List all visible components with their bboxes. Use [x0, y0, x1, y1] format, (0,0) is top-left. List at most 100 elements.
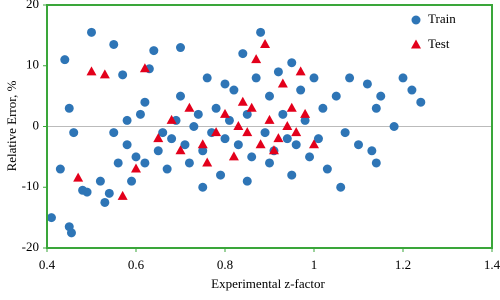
- train-point: [300, 115, 310, 125]
- x-tick-label: 0.6: [128, 257, 145, 272]
- y-tick-label: -20: [22, 239, 39, 254]
- train-point: [66, 228, 76, 238]
- train-point: [220, 79, 230, 89]
- train-point: [336, 182, 346, 192]
- train-point: [180, 140, 190, 150]
- train-point: [242, 176, 252, 186]
- test-point: [228, 151, 239, 161]
- test-point: [73, 172, 84, 182]
- train-point: [313, 134, 323, 144]
- train-point: [265, 91, 274, 101]
- test-point: [255, 139, 266, 149]
- test-point: [233, 121, 244, 130]
- train-point: [220, 134, 230, 144]
- train-point: [149, 46, 159, 56]
- test-point: [117, 190, 128, 200]
- train-point: [287, 58, 297, 68]
- test-point: [411, 39, 421, 49]
- train-point: [113, 158, 123, 168]
- train-point: [131, 152, 141, 162]
- legend-label: Train: [428, 11, 456, 26]
- train-point: [331, 91, 341, 101]
- train-point: [256, 27, 266, 37]
- test-point: [139, 63, 150, 73]
- train-point: [224, 115, 234, 125]
- test-point: [260, 38, 271, 48]
- x-tick-label: 1.2: [395, 257, 411, 272]
- train-point: [109, 128, 119, 138]
- train-point: [371, 103, 381, 113]
- train-point: [305, 152, 315, 162]
- train-point: [122, 140, 132, 150]
- x-axis-label: Experimental z-factor: [211, 276, 325, 291]
- train-point: [55, 164, 65, 174]
- train-point: [100, 197, 110, 207]
- test-point: [237, 96, 248, 106]
- train-point: [371, 158, 381, 168]
- train-point: [46, 213, 56, 223]
- train-point: [198, 146, 208, 156]
- test-point: [300, 108, 311, 118]
- train-point: [251, 73, 261, 83]
- train-point: [153, 146, 163, 156]
- train-point: [176, 43, 185, 53]
- train-point: [265, 158, 274, 168]
- train-point: [260, 128, 270, 138]
- train-point: [282, 134, 292, 144]
- train-point: [242, 109, 252, 119]
- y-tick-label: 10: [26, 57, 39, 72]
- train-point: [118, 70, 128, 80]
- test-point: [166, 114, 177, 124]
- train-point: [376, 91, 386, 101]
- x-tick-label: 0.8: [217, 257, 233, 272]
- train-point: [247, 152, 257, 162]
- test-point: [277, 78, 288, 88]
- test-point: [99, 69, 110, 79]
- test-point: [153, 133, 164, 143]
- y-tick-label: -10: [22, 178, 39, 193]
- test-point: [175, 145, 186, 155]
- test-point: [131, 163, 141, 173]
- test-point: [86, 66, 97, 76]
- train-point: [416, 97, 426, 107]
- x-tick-label: 0.4: [39, 257, 56, 272]
- train-point: [345, 73, 355, 83]
- test-point: [282, 121, 293, 130]
- train-point: [296, 85, 306, 95]
- train-point: [60, 55, 70, 65]
- train-point: [229, 85, 239, 95]
- train-point: [87, 27, 96, 37]
- test-point: [184, 102, 195, 112]
- train-point: [82, 187, 92, 197]
- train-point: [367, 146, 377, 156]
- test-point: [273, 133, 284, 143]
- test-point: [268, 145, 279, 155]
- train-point: [158, 128, 168, 138]
- train-point: [189, 122, 199, 131]
- train-point: [167, 134, 177, 144]
- y-tick-label: 20: [26, 0, 39, 11]
- test-point: [242, 127, 253, 137]
- train-point: [135, 109, 145, 119]
- test-point: [246, 102, 257, 112]
- train-point: [193, 109, 203, 119]
- train-point: [162, 164, 172, 174]
- train-point: [122, 115, 132, 125]
- train-point: [287, 170, 297, 180]
- test-point: [251, 54, 262, 64]
- y-axis-label: Relative Error, %: [4, 80, 19, 171]
- train-point: [64, 103, 74, 113]
- train-point: [340, 128, 350, 138]
- x-tick-label: 1.4: [484, 257, 500, 272]
- train-point: [389, 122, 399, 131]
- test-point: [202, 157, 213, 167]
- test-point: [286, 102, 297, 112]
- train-point: [184, 158, 194, 168]
- train-point: [69, 128, 79, 138]
- train-point: [233, 140, 243, 150]
- train-point: [140, 97, 150, 107]
- train-point: [127, 176, 137, 186]
- train-point: [202, 73, 212, 83]
- train-point: [273, 67, 283, 77]
